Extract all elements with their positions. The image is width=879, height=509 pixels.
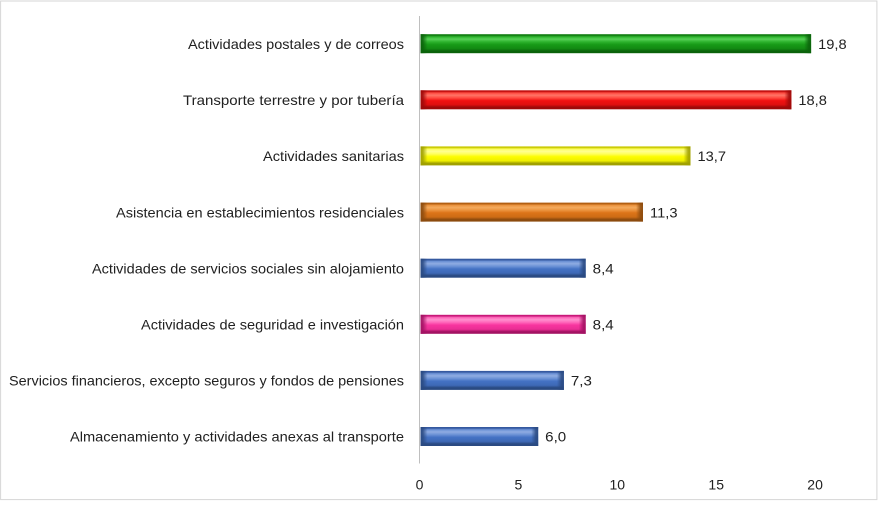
svg-text:8,4: 8,4 (593, 260, 614, 276)
svg-text:0: 0 (416, 477, 424, 493)
svg-text:15: 15 (708, 477, 724, 493)
svg-text:6,0: 6,0 (545, 429, 566, 445)
svg-text:13,7: 13,7 (698, 148, 727, 164)
svg-text:Actividades de seguridad e inv: Actividades de seguridad e investigación (141, 317, 404, 333)
svg-text:19,8: 19,8 (818, 36, 847, 52)
svg-text:Servicios financieros, excepto: Servicios financieros, excepto seguros y… (9, 373, 404, 389)
svg-text:Transporte terrestre y por tub: Transporte terrestre y por tubería (183, 92, 404, 108)
svg-text:Almacenamiento y actividades a: Almacenamiento y actividades anexas al t… (70, 429, 404, 445)
svg-text:Actividades de servicios socia: Actividades de servicios sociales sin al… (92, 260, 404, 276)
svg-text:Actividades postales y de corr: Actividades postales y de correos (188, 36, 404, 52)
svg-text:20: 20 (807, 477, 823, 493)
svg-text:5: 5 (515, 477, 523, 493)
svg-text:Actividades sanitarias: Actividades sanitarias (263, 148, 404, 164)
svg-text:Asistencia en establecimientos: Asistencia en establecimientos residenci… (116, 204, 404, 220)
svg-text:10: 10 (610, 477, 626, 493)
svg-text:18,8: 18,8 (798, 92, 827, 108)
svg-text:8,4: 8,4 (593, 317, 614, 333)
svg-text:11,3: 11,3 (650, 204, 678, 220)
svg-text:7,3: 7,3 (571, 373, 592, 389)
